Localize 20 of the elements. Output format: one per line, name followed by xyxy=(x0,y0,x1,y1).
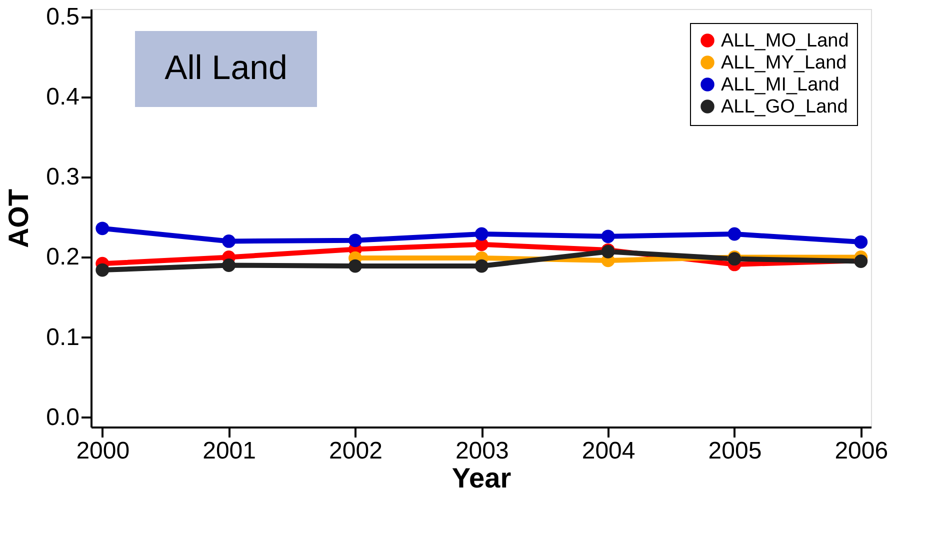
legend-label: ALL_GO_Land xyxy=(721,96,848,118)
y-tick-label: 0.3 xyxy=(46,164,80,191)
y-tick-label: 0.1 xyxy=(46,324,80,351)
x-tick-label: 2002 xyxy=(329,438,382,464)
x-tick-label: 2001 xyxy=(202,438,256,464)
y-tick-label: 0.5 xyxy=(46,4,80,31)
legend-label: ALL_MY_Land xyxy=(721,52,847,74)
annotation: All Land xyxy=(164,49,288,87)
legend-label: ALL_MI_Land xyxy=(721,74,840,96)
x-tick-label: 2003 xyxy=(455,438,509,464)
y-tick-label: 0.2 xyxy=(46,244,80,271)
x-axis-title: Year xyxy=(452,462,512,494)
y-tick-label: 0.4 xyxy=(46,84,80,111)
x-tick-label: 2006 xyxy=(834,438,888,464)
y-axis-title: AOT xyxy=(3,188,34,248)
legend-label: ALL_MO_Land xyxy=(721,30,849,52)
x-tick-label: 2000 xyxy=(76,438,130,464)
x-tick-label: 2005 xyxy=(708,438,762,464)
y-tick-label: 0.0 xyxy=(46,404,80,431)
x-tick-label: 2004 xyxy=(582,438,636,464)
